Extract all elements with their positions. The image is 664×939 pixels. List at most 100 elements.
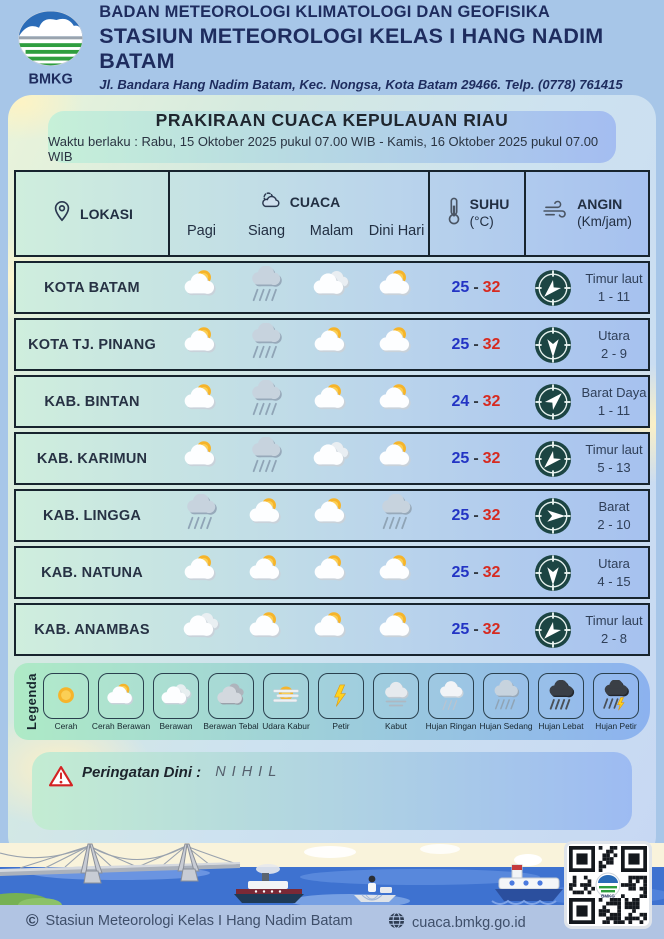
weather-icon-cerah-berawan bbox=[373, 437, 419, 480]
weather-icon-cerah-berawan bbox=[178, 380, 224, 423]
location-name: KAB. KARIMUN bbox=[36, 450, 148, 467]
legend-items: Cerah Cerah Berawan Berawan Berawan Tebal Ud… bbox=[43, 672, 639, 731]
temp-separator: - bbox=[473, 278, 479, 296]
temperature-range: 25-32 bbox=[428, 564, 524, 582]
wind-cell: Barat 2 - 10 bbox=[524, 497, 648, 535]
temp-min: 25 bbox=[451, 563, 470, 581]
weather-icons bbox=[168, 322, 428, 366]
forecast-row: KAB. ANAMBAS 25-32 Timur laut 2 - 8 bbox=[14, 603, 650, 656]
legend-item: Kabut bbox=[373, 672, 419, 731]
legend-item-label: Udara Kabur bbox=[262, 720, 310, 731]
wind-compass-icon bbox=[534, 497, 572, 534]
temp-min: 25 bbox=[451, 620, 470, 638]
temp-max: 32 bbox=[482, 563, 501, 581]
forecast-row: KAB. LINGGA 25-32 Barat 2 - 10 bbox=[14, 489, 650, 542]
temperature-range: 25-32 bbox=[428, 507, 524, 525]
weather-icon-cerah-berawan bbox=[308, 323, 354, 366]
legend-item: Hujan Petir bbox=[593, 672, 639, 731]
header-temperature: SUHU (°C) bbox=[428, 172, 524, 255]
wind-unit-label: (Km/jam) bbox=[577, 213, 632, 229]
wind-direction: Utara bbox=[598, 555, 630, 571]
wind-speed-range: 2 - 9 bbox=[600, 345, 627, 361]
temp-min: 25 bbox=[451, 278, 470, 296]
temp-max: 32 bbox=[482, 392, 501, 410]
temp-max: 32 bbox=[482, 335, 501, 353]
temp-separator: - bbox=[473, 620, 479, 638]
coastal-scene-graphic bbox=[0, 843, 664, 913]
legend-item-label: Kabut bbox=[385, 720, 407, 731]
legend-item: Berawan bbox=[153, 672, 199, 731]
weather-icon-berawan bbox=[178, 608, 224, 651]
table-header: LOKASI CUACA Pagi Siang Malam D bbox=[14, 170, 650, 257]
temp-column-label: SUHU bbox=[469, 196, 510, 213]
weather-icon-cerah-berawan bbox=[178, 323, 224, 366]
wind-speed-range: 5 - 13 bbox=[597, 459, 631, 475]
forecast-rows: KOTA BATAM 25-32 Timur laut 1 - 11 KOTA TJ. … bbox=[14, 261, 650, 656]
legend-item-label: Hujan Lebat bbox=[538, 720, 584, 731]
wind-speed-range: 4 - 15 bbox=[597, 573, 631, 589]
legend-icon-berawan bbox=[153, 672, 199, 719]
legend-icon-udara-kabur bbox=[263, 672, 309, 719]
weather-icon-cerah-berawan bbox=[178, 551, 224, 594]
location-name: KAB. ANAMBAS bbox=[34, 621, 150, 638]
wind-cell: Utara 2 - 9 bbox=[524, 326, 648, 364]
weather-icon-cerah-berawan bbox=[308, 608, 354, 651]
wind-compass-icon bbox=[534, 611, 572, 648]
svg-text:BMKG: BMKG bbox=[29, 71, 73, 87]
legend-item: Petir bbox=[318, 672, 364, 731]
temperature-range: 25-32 bbox=[428, 621, 524, 639]
weather-icon-cerah-berawan bbox=[178, 437, 224, 480]
time-label-pagi: Pagi bbox=[186, 222, 217, 239]
weather-icon-berawan bbox=[308, 437, 354, 480]
forecast-row: KAB. NATUNA 25-32 Utara 4 - 15 bbox=[14, 546, 650, 599]
legend-item-label: Hujan Sedang bbox=[479, 720, 533, 731]
temp-separator: - bbox=[473, 563, 479, 581]
location-name: KAB. LINGGA bbox=[42, 507, 142, 524]
legend-item: Cerah bbox=[43, 672, 89, 731]
copyright-icon: © bbox=[26, 911, 39, 930]
weather-icon-hujan-sedang bbox=[243, 436, 289, 480]
temp-separator: - bbox=[473, 449, 479, 467]
legend-icon-cerah-berawan bbox=[98, 672, 144, 719]
wind-column-label: ANGIN bbox=[577, 196, 623, 213]
warning-triangle-icon bbox=[48, 764, 74, 793]
content-card: PRAKIRAAN CUACA KEPULAUAN RIAU Waktu ber… bbox=[8, 95, 656, 860]
legend-item-label: Cerah bbox=[54, 720, 78, 731]
time-label-dinihari: Dini Hari bbox=[368, 222, 425, 239]
legend-item: Cerah Berawan bbox=[92, 672, 150, 731]
wind-cell: Timur laut 2 - 8 bbox=[524, 611, 648, 649]
legend-title: Legenda bbox=[24, 673, 39, 730]
legend-icon-hujan-ringan bbox=[428, 672, 474, 719]
legend-item: Berawan Tebal bbox=[203, 672, 259, 731]
warning-label: Peringatan Dini : bbox=[82, 764, 202, 781]
temperature-range: 24-32 bbox=[428, 393, 524, 411]
legend-icon-hujan-petir bbox=[593, 672, 639, 719]
weather-icon-hujan-sedang bbox=[243, 265, 289, 309]
temp-max: 32 bbox=[482, 449, 501, 467]
wind-cell: Barat Daya 1 - 11 bbox=[524, 383, 648, 421]
legend-icon-hujan-lebat bbox=[538, 672, 584, 719]
ferry-graphic bbox=[234, 864, 304, 903]
weather-icon-cerah-berawan bbox=[308, 380, 354, 423]
weather-icon-cerah-berawan bbox=[178, 266, 224, 309]
wind-direction: Utara bbox=[598, 327, 630, 343]
wind-compass-icon bbox=[534, 326, 572, 363]
forecast-table: LOKASI CUACA Pagi Siang Malam D bbox=[14, 170, 650, 656]
legend-icon-berawan-tebal bbox=[208, 672, 254, 719]
temp-separator: - bbox=[473, 392, 479, 410]
temperature-range: 25-32 bbox=[428, 279, 524, 297]
legend-icon-hujan-sedang bbox=[483, 672, 529, 719]
qr-code: BMKG bbox=[564, 841, 652, 929]
forecast-row: KAB. BINTAN 24-32 Barat Daya 1 - 11 bbox=[14, 375, 650, 428]
warning-panel: Peringatan Dini : NIHIL bbox=[32, 752, 632, 830]
location-name: KOTA TJ. PINANG bbox=[28, 336, 156, 353]
weather-icon-cerah-berawan bbox=[373, 380, 419, 423]
legend-item-label: Hujan Ringan bbox=[425, 720, 477, 731]
wind-cell: Timur laut 5 - 13 bbox=[524, 440, 648, 478]
website-text: cuaca.bmkg.go.id bbox=[412, 914, 526, 931]
legend-item: Hujan Sedang bbox=[479, 672, 533, 731]
weather-column-label: CUACA bbox=[289, 194, 341, 210]
copyright-text: Stasiun Meteorologi Kelas I Hang Nadim B… bbox=[45, 912, 353, 929]
weather-icons bbox=[168, 551, 428, 594]
station-name: STASIUN METEOROLOGI KELAS I HANG NADIM B… bbox=[99, 24, 604, 73]
